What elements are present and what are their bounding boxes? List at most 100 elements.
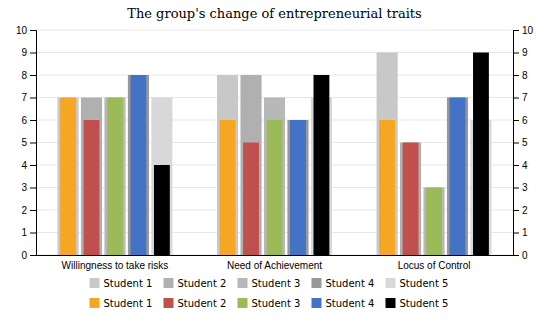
tick-label: 2 (21, 205, 27, 216)
tick-label: 2 (522, 205, 528, 216)
tick: 6 (21, 115, 36, 126)
legend-label: Student 1 (104, 278, 153, 289)
tick: 0 (21, 250, 36, 261)
tick: 3 (21, 182, 36, 193)
tick-label: 6 (522, 115, 528, 126)
axis-line (30, 31, 37, 256)
tick-mark (30, 53, 36, 54)
tick-mark (513, 53, 519, 54)
y-axis: 0 1 2 3 4 5 6 7 8 9 10 (16, 25, 37, 261)
tick-label: 0 (21, 250, 27, 261)
legend-swatch (90, 278, 100, 288)
bar-post (84, 120, 100, 255)
bar-pre (81, 98, 102, 256)
tick-label: Willingness to take risks (62, 260, 169, 271)
tick-label: Need of Achievement (227, 260, 322, 271)
tick-mark (513, 210, 519, 211)
tick-label: 5 (21, 137, 27, 148)
tick-mark (30, 143, 36, 144)
y2-axis: 0 1 2 3 4 5 6 7 8 9 10 (513, 25, 534, 261)
bar-pre (151, 98, 172, 256)
bar-post (379, 120, 395, 255)
x-axis: Willingness to take risks Need of Achieve… (37, 256, 514, 272)
tick-label: 4 (21, 160, 27, 171)
tick-mark (30, 98, 36, 99)
tick: 2 (513, 205, 528, 216)
grid-line (36, 75, 513, 76)
tick: 1 (21, 227, 36, 238)
legend-swatch (386, 298, 396, 308)
tick-label: 8 (21, 70, 27, 81)
tick-mark (30, 120, 36, 121)
bar-pre (287, 120, 308, 255)
legend-swatch (164, 298, 174, 308)
tick: 4 (21, 160, 36, 171)
bar-post (243, 143, 259, 256)
tick: 3 (513, 182, 528, 193)
bar-pre (240, 75, 261, 255)
tick-mark (513, 188, 519, 189)
tick: 2 (21, 205, 36, 216)
tick: 9 (21, 47, 36, 58)
grid-line (36, 30, 513, 31)
bar-post (403, 143, 419, 256)
tick: Need of Achievement (227, 260, 322, 271)
tick-mark (513, 98, 519, 99)
tick: Locus of Control (398, 260, 471, 271)
tick-mark (513, 75, 519, 76)
bar-post (154, 165, 170, 255)
legend-swatch (312, 278, 322, 288)
tick-label: 3 (522, 182, 528, 193)
tick-mark (513, 255, 519, 256)
legend-item: Student 2 (164, 298, 227, 309)
chart: The group's change of entrepreneurial tr… (0, 0, 549, 335)
bar-pre (264, 98, 285, 256)
tick-label: 0 (522, 250, 528, 261)
tick: 10 (513, 25, 534, 36)
legend-label: Student 5 (400, 278, 449, 289)
tick-mark (30, 255, 36, 256)
legend-swatch (238, 278, 248, 288)
bar-pre (423, 188, 444, 256)
bar-post (426, 188, 442, 256)
bar-post (107, 98, 123, 256)
grid (36, 30, 513, 255)
bar-post (473, 53, 489, 256)
bar-pre (104, 98, 125, 256)
tick-label: 8 (522, 70, 528, 81)
tick-label: Locus of Control (398, 260, 471, 271)
legend-item: Student 5 (386, 278, 449, 289)
bar-post (60, 98, 76, 256)
tick-mark (30, 75, 36, 76)
tick-label: 3 (21, 182, 27, 193)
legend-label: Student 4 (326, 278, 375, 289)
tick-label: 6 (21, 115, 27, 126)
tick: 1 (513, 227, 528, 238)
axis-line (514, 31, 520, 256)
tick: 4 (513, 160, 528, 171)
tick-label: 10 (522, 25, 534, 36)
legend-label: Student 3 (252, 298, 301, 309)
tick-label: 7 (21, 92, 27, 103)
legend-swatch (386, 278, 396, 288)
legend-item: Student 4 (312, 298, 375, 309)
tick: 7 (513, 92, 528, 103)
tick: 5 (513, 137, 528, 148)
tick-label: 1 (522, 227, 528, 238)
tick-label: 5 (522, 137, 528, 148)
tick: 10 (16, 25, 36, 36)
legend-item: Student 4 (312, 278, 375, 289)
tick-label: 4 (522, 160, 528, 171)
legend-label: Student 3 (252, 278, 301, 289)
tick-mark (30, 30, 36, 31)
legend-label: Student 2 (178, 278, 227, 289)
tick-mark (513, 165, 519, 166)
tick-label: 1 (21, 227, 27, 238)
tick: 8 (21, 70, 36, 81)
tick: 0 (513, 250, 528, 261)
legend: Student 1 Student 2 Student 3 Student 4 Stud… (90, 278, 449, 309)
tick-label: 10 (16, 25, 28, 36)
bar-pre (447, 98, 468, 256)
bar-post (450, 98, 466, 256)
tick: 9 (513, 47, 528, 58)
